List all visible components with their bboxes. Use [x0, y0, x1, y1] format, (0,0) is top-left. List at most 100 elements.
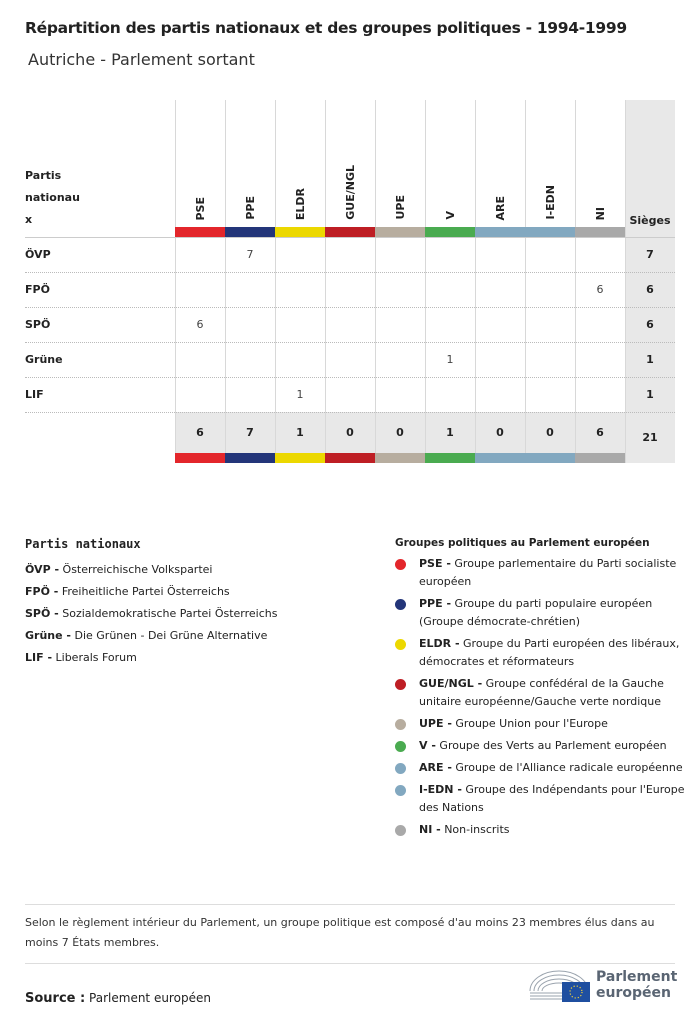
column-divider [425, 100, 426, 463]
seat-count: 6 [196, 318, 204, 331]
group-abbr: ARE - [419, 761, 452, 774]
group-total: 0 [346, 426, 354, 439]
grand-total: 21 [642, 431, 658, 444]
group-name: Groupe des Indépendants pour l'Europe de… [419, 783, 685, 814]
group-color-dot-icon [395, 741, 406, 752]
row-divider [25, 412, 675, 413]
group-name: Groupe Union pour l'Europe [455, 717, 608, 730]
source: Source : Parlement européen [25, 991, 211, 1006]
group-abbr: V - [419, 739, 436, 752]
group-legend-item: PPE - Groupe du parti populaire européen… [395, 595, 685, 631]
party-name: Österreichische Volkspartei [62, 563, 213, 576]
party-name: Sozialdemokratische Partei Österreichs [62, 607, 278, 620]
group-color-bar [525, 453, 575, 463]
group-name: Groupe parlementaire du Parti socialiste… [419, 557, 677, 588]
party-label: SPÖ [25, 318, 51, 331]
group-header-ni: NI [575, 100, 625, 220]
group-abbr: NI - [419, 823, 441, 836]
party-name: Liberals Forum [55, 651, 137, 664]
seat-count: 6 [596, 283, 604, 296]
group-color-bar [175, 453, 225, 463]
group-color-bar [325, 453, 375, 463]
party-seats-total: 6 [646, 283, 654, 296]
group-color-bar [175, 227, 225, 237]
seats-column-bg [625, 100, 675, 463]
group-color-dot-icon [395, 639, 406, 650]
column-divider [225, 100, 226, 463]
group-color-bar [525, 227, 575, 237]
party-name: Freiheitliche Partei Österreichs [61, 585, 230, 598]
source-value: Parlement européen [89, 991, 211, 1005]
column-divider [475, 100, 476, 463]
party-legend-item: Grüne - Die Grünen - Dei Grüne Alternati… [25, 625, 365, 647]
group-legend-item: GUE/NGL - Groupe confédéral de la Gauche… [395, 675, 685, 711]
group-color-bar [225, 453, 275, 463]
group-header-label: GUE/NGL [343, 165, 357, 220]
party-seats-total: 7 [646, 248, 654, 261]
group-color-bar [475, 453, 525, 463]
seat-count: 1 [296, 388, 304, 401]
national-parties-legend-title: Partis nationaux [25, 537, 141, 551]
group-header-label: NI [593, 206, 607, 220]
group-header-label: ARE [493, 195, 507, 221]
seat-count: 1 [446, 353, 454, 366]
group-total: 0 [396, 426, 404, 439]
group-total: 1 [296, 426, 304, 439]
group-color-bar [275, 227, 325, 237]
group-color-dot-icon [395, 763, 406, 774]
party-label: LIF [25, 388, 44, 401]
group-header-i-edn: I-EDN [525, 100, 575, 220]
row-header: Partis nationau x [25, 169, 80, 226]
group-name: Groupe du parti populaire européen (Grou… [419, 597, 653, 628]
party-seats-total: 1 [646, 388, 654, 401]
group-color-bar [425, 453, 475, 463]
group-header-gue-ngl: GUE/NGL [325, 100, 375, 220]
group-color-dot-icon [395, 719, 406, 730]
seats-header: Sièges [629, 214, 671, 227]
political-groups-legend: Groupes politiques au Parlement européen… [395, 537, 685, 843]
group-total: 0 [546, 426, 554, 439]
group-legend-item: UPE - Groupe Union pour l'Europe [395, 715, 685, 733]
group-header-label: PPE [243, 196, 257, 220]
group-legend-item: NI - Non-inscrits [395, 821, 685, 839]
header-divider [25, 237, 675, 238]
row-divider [25, 272, 675, 273]
group-header-ppe: PPE [225, 100, 275, 220]
group-total: 7 [246, 426, 254, 439]
group-color-dot-icon [395, 679, 406, 690]
group-header-label: ELDR [293, 187, 307, 220]
group-header-upe: UPE [375, 100, 425, 220]
party-abbr: ÖVP - [25, 563, 60, 576]
group-header-label: UPE [393, 195, 407, 220]
hemicycle-eu-flag-icon [529, 970, 590, 1002]
party-abbr: Grüne - [25, 629, 71, 642]
page-subtitle: Autriche - Parlement sortant [28, 50, 255, 69]
group-header-label: I-EDN [543, 185, 557, 220]
seats-table: Partis nationau x Sièges PSE 6 PPE 7 ELDR 1 GU… [0, 0, 700, 470]
parliament-logo: Parlement européen [528, 967, 677, 1003]
party-label: Grüne [25, 353, 63, 366]
party-legend-item: FPÖ - Freiheitliche Partei Österreichs [25, 581, 365, 603]
party-abbr: LIF - [25, 651, 53, 664]
group-color-bar [425, 227, 475, 237]
group-header-are: ARE [475, 100, 525, 221]
row-divider [25, 377, 675, 378]
group-color-bar [325, 227, 375, 237]
column-divider [175, 100, 176, 463]
column-divider [525, 100, 526, 463]
group-abbr: PSE - [419, 557, 451, 570]
seat-count: 7 [246, 248, 254, 261]
group-abbr: ELDR - [419, 637, 460, 650]
group-abbr: I-EDN - [419, 783, 462, 796]
group-header-label: V [443, 211, 457, 220]
group-total: 0 [496, 426, 504, 439]
party-seats-total: 6 [646, 318, 654, 331]
column-divider [575, 100, 576, 463]
party-label: ÖVP [25, 248, 51, 261]
group-header-pse: PSE [175, 100, 225, 221]
group-total: 6 [596, 426, 604, 439]
group-legend-item: I-EDN - Groupe des Indépendants pour l'E… [395, 781, 685, 817]
national-parties-legend: Partis nationaux ÖVP - Österreichische V… [25, 537, 365, 669]
totals-row-bg [175, 412, 625, 453]
group-color-bar [575, 227, 625, 237]
